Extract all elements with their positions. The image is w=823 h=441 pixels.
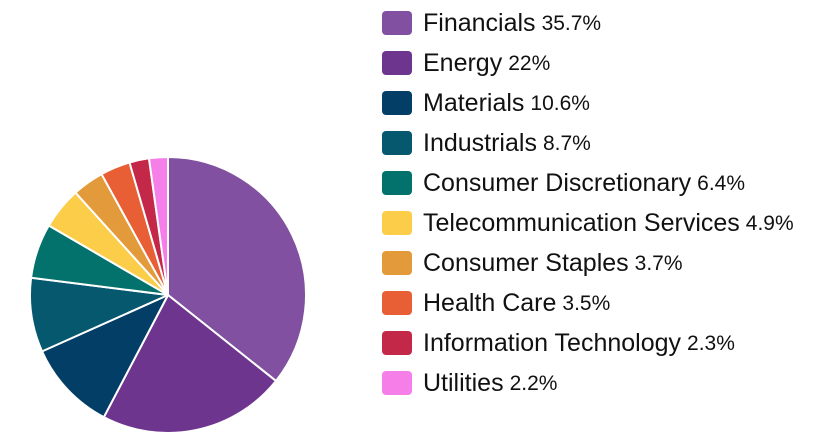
legend-swatch — [382, 371, 412, 395]
legend-percentage: 6.4% — [697, 172, 746, 195]
legend-item-consumer-staples: Consumer Staples 3.7% — [382, 243, 794, 283]
legend-swatch — [382, 131, 412, 155]
legend-percentage: 10.6% — [530, 92, 590, 115]
legend-label: Energy — [423, 48, 503, 77]
legend-label: Health Care — [423, 288, 557, 317]
legend-item-telecommunication-services: Telecommunication Services 4.9% — [382, 203, 794, 243]
legend-label: Consumer Staples — [423, 248, 629, 277]
legend-item-materials: Materials 10.6% — [382, 83, 794, 123]
pie-chart — [29, 156, 307, 434]
chart-legend: Financials 35.7% Energy 22% Materials 10.6% In… — [382, 3, 794, 403]
legend-swatch — [382, 331, 412, 355]
legend-item-energy: Energy 22% — [382, 43, 794, 83]
legend-percentage: 35.7% — [541, 12, 602, 35]
pie-slice-financials — [167, 156, 307, 382]
legend-percentage: 8.7% — [542, 132, 591, 155]
legend-swatch — [382, 251, 412, 275]
legend-percentage: 2.2% — [509, 372, 558, 395]
legend-label: Information Technology — [423, 328, 682, 357]
legend-swatch — [382, 91, 412, 115]
legend-swatch — [382, 211, 412, 235]
legend-swatch — [382, 11, 412, 35]
legend-item-consumer-discretionary: Consumer Discretionary 6.4% — [382, 163, 794, 203]
legend-item-utilities: Utilities 2.2% — [382, 363, 794, 403]
pie-slice-energy — [102, 294, 277, 434]
legend-swatch — [382, 291, 412, 315]
legend-percentage: 3.5% — [562, 292, 611, 315]
legend-item-information-technology: Information Technology 2.3% — [382, 323, 794, 363]
legend-label: Materials — [423, 88, 525, 117]
legend-percentage: 3.7% — [634, 252, 683, 275]
legend-item-health-care: Health Care 3.5% — [382, 283, 794, 323]
legend-percentage: 22% — [508, 52, 551, 75]
legend-label: Telecommunication Services — [423, 208, 740, 237]
pie-slice-materials — [41, 294, 169, 419]
legend-swatch — [382, 171, 412, 195]
legend-percentage: 4.9% — [745, 212, 794, 235]
legend-item-financials: Financials 35.7% — [382, 3, 794, 43]
legend-swatch — [382, 51, 412, 75]
pie-slice-utilities — [147, 156, 169, 296]
legend-percentage: 2.3% — [687, 332, 735, 355]
legend-label: Utilities — [423, 368, 504, 397]
legend-label: Consumer Discretionary — [423, 168, 692, 197]
legend-label: Industrials — [423, 128, 537, 157]
legend-item-industrials: Industrials 8.7% — [382, 123, 794, 163]
legend-label: Financials — [423, 8, 536, 37]
